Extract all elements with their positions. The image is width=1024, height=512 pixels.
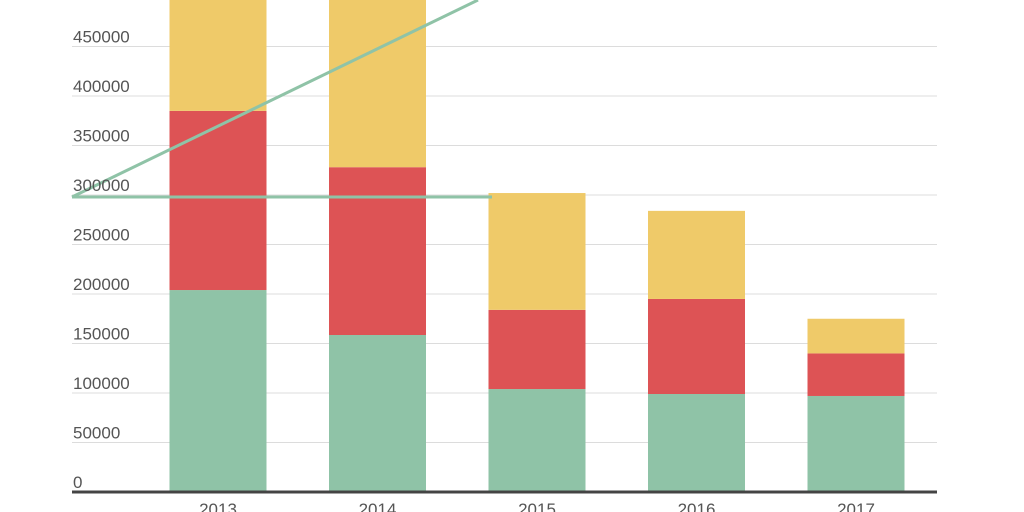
y-tick-label: 200000 xyxy=(73,275,130,294)
bar-segment xyxy=(488,309,586,390)
x-tick-label: 2016 xyxy=(678,500,716,512)
x-tick-label: 2017 xyxy=(837,500,875,512)
decoration xyxy=(71,0,492,199)
bar-segment xyxy=(648,298,745,394)
x-tick-label: 2014 xyxy=(359,500,397,512)
bar-segment xyxy=(488,193,586,310)
bar-segment xyxy=(488,389,586,492)
bar-segment xyxy=(169,290,267,492)
y-tick-label: 400000 xyxy=(73,77,130,96)
labels: 0 50000 100000 150000 200000 250000 300000 3500… xyxy=(73,28,875,512)
y-tick-label: 250000 xyxy=(73,226,130,245)
bar-segment xyxy=(169,0,267,111)
y-tick-label: 0 xyxy=(73,473,82,492)
bar-segment xyxy=(648,393,745,492)
bar-segment xyxy=(329,167,426,335)
y-tick-label: 100000 xyxy=(73,374,130,393)
y-tick-label: 50000 xyxy=(73,424,120,443)
y-tick-label: 150000 xyxy=(73,325,130,344)
annotation-line xyxy=(71,0,479,199)
x-tick-label: 2013 xyxy=(199,500,237,512)
bar-segment xyxy=(807,318,905,354)
x-tick-label: 2015 xyxy=(518,500,556,512)
bar-segment xyxy=(169,110,267,291)
bar-segment xyxy=(807,395,905,492)
y-tick-label: 300000 xyxy=(73,176,130,195)
bar-segment xyxy=(807,353,905,396)
y-tick-label: 450000 xyxy=(73,28,130,47)
y-tick-label: 350000 xyxy=(73,127,130,146)
bar-segment xyxy=(329,0,426,168)
bar-segment xyxy=(648,210,745,299)
bar-segment xyxy=(329,334,426,492)
bars xyxy=(169,0,905,492)
